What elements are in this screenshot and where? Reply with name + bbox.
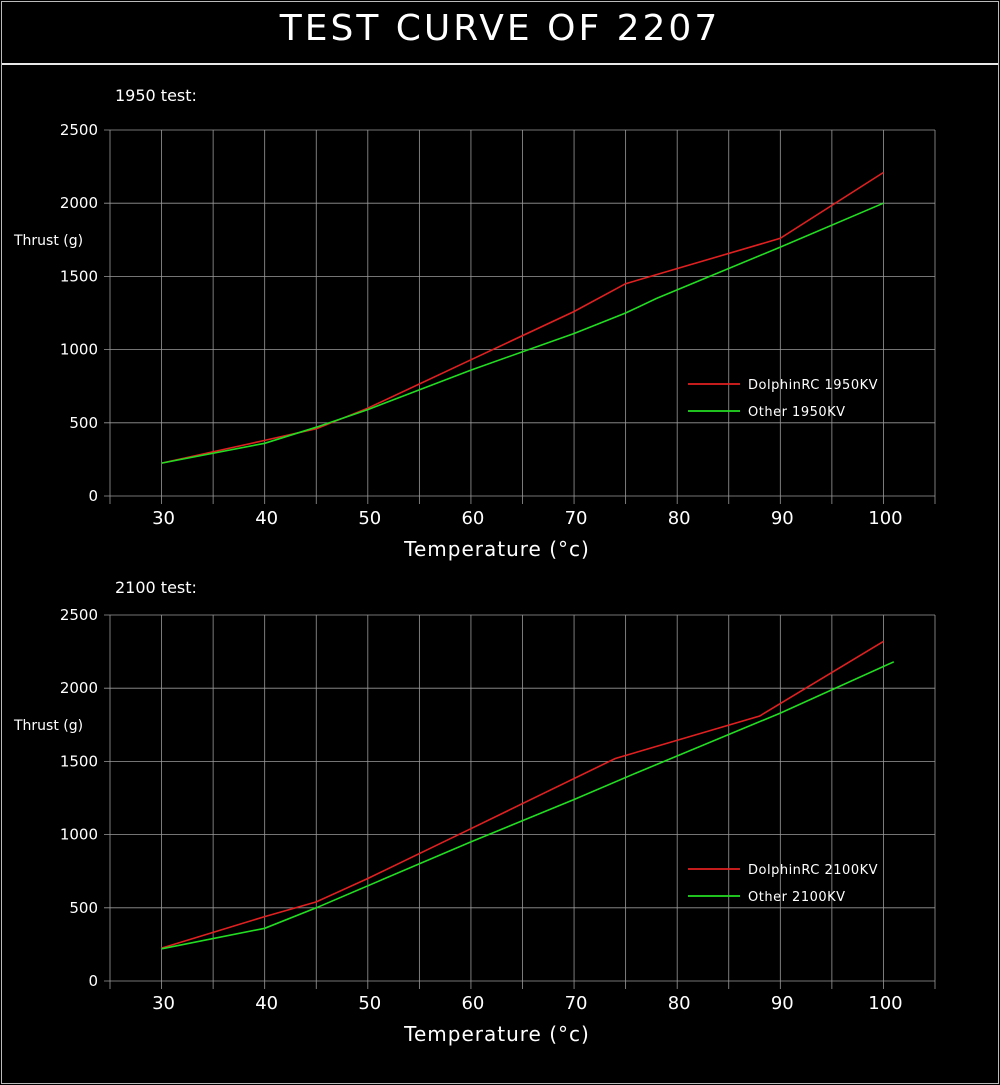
chart-1-1950-test: 0 500 1000 1500 2000 2500 30 40 50 60 70 80 90 100 Thr… [13,121,936,561]
chart-2-x-tick-label: 80 [668,993,691,1014]
chart-1-y-tick-label: 1500 [60,267,98,285]
title-divider [2,63,998,65]
chart-1-y-tick-label: 1000 [60,341,98,359]
chart-2-x-tick-label: 60 [461,993,484,1014]
chart-1-series-line-dolphinrc [161,171,884,464]
chart-2-x-tick-label: 90 [771,993,794,1014]
chart-2-series-line-dolphinrc [161,640,884,949]
chart-1-x-tick-label: 40 [255,508,278,529]
chart-2-legend-label-other: Other 2100KV [748,890,846,905]
chart-1-x-tick-label: 70 [565,508,588,529]
chart-1-x-axis-title: Temperature (°c) [403,537,590,561]
chart-2-x-axis-title: Temperature (°c) [403,1022,590,1046]
page-title: TEST CURVE OF 2207 [279,8,721,49]
chart-2-x-tick-label: 70 [565,993,588,1014]
chart-1-x-tick-label: 100 [868,508,902,529]
chart-1-x-tick-label: 50 [358,508,381,529]
chart-2-y-tick-label: 2500 [60,606,98,624]
chart-1-y-tick-label: 500 [69,414,98,432]
chart-2-y-tick-label: 0 [88,972,98,990]
chart-2-y-axis-title: Thrust (g) [13,718,83,734]
chart-1-subtitle: 1950 test: [115,86,197,105]
chart-1-x-tick-label: 90 [771,508,794,529]
chart-2-x-tick-label: 100 [868,993,902,1014]
chart-2-y-tick-label: 1000 [60,826,98,844]
chart-1-x-tick-label: 30 [152,508,175,529]
chart-1-series-line-other [161,202,884,464]
chart-1-y-tick-label: 0 [88,487,98,505]
chart-2-y-tick-label: 1500 [60,752,98,770]
chart-2-y-tick-label: 500 [69,899,98,917]
chart-1-legend-label-other: Other 1950KV [748,405,846,420]
chart-2-x-tick-label: 50 [358,993,381,1014]
chart-2-subtitle: 2100 test: [115,578,197,597]
chart-2-2100-test: 0 500 1000 1500 2000 2500 30 40 50 60 70 80 90 100 Thr… [13,606,936,1046]
chart-2-legend-label-dolphinrc: DolphinRC 2100KV [748,863,878,878]
chart-1-legend-label-dolphinrc: DolphinRC 1950KV [748,378,878,393]
chart-1-y-tick-label: 2000 [60,194,98,212]
chart-1-y-axis-title: Thrust (g) [13,233,83,249]
chart-2-x-tick-label: 30 [152,993,175,1014]
title-bar: TEST CURVE OF 2207 [0,0,1000,65]
chart-2-series-line-other [161,661,895,950]
chart-2-x-tick-label: 40 [255,993,278,1014]
chart-1-x-tick-label: 80 [668,508,691,529]
chart-1-x-tick-label: 60 [461,508,484,529]
chart-2-y-tick-label: 2000 [60,679,98,697]
chart-1-y-tick-label: 2500 [60,121,98,139]
